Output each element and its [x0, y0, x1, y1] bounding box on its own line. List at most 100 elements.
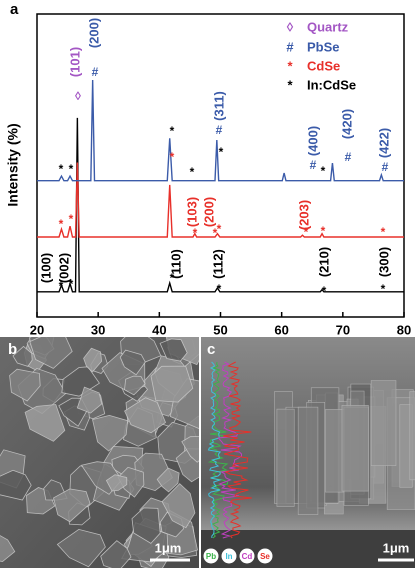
- eds-legend-label: Pb: [206, 552, 216, 561]
- column-grain: [341, 405, 369, 492]
- peak-marker: #: [92, 65, 99, 79]
- grain: [12, 345, 33, 367]
- peak-index: (112): [210, 249, 225, 279]
- peak-marker: *: [381, 225, 386, 239]
- x-tick-label: 30: [91, 322, 105, 337]
- peak-index: (422): [376, 128, 391, 158]
- peak-marker: *: [213, 226, 218, 240]
- peak-marker: #: [382, 160, 389, 174]
- x-tick-label: 40: [152, 322, 166, 337]
- grain: [53, 488, 91, 523]
- x-tick-label: 50: [213, 322, 227, 337]
- xrd-trace: [37, 80, 404, 182]
- peak-index: (311): [211, 91, 226, 121]
- x-tick-label: 20: [30, 322, 44, 337]
- peak-marker: #: [216, 123, 223, 137]
- peak-marker: *: [59, 279, 64, 293]
- eds-legend-dot: [221, 548, 237, 564]
- grain: [29, 337, 73, 369]
- peak-marker: #: [345, 150, 352, 164]
- column-grain: [370, 380, 397, 466]
- legend-symbol: #: [286, 39, 294, 54]
- peak-marker: #: [310, 158, 317, 172]
- eds-line: [222, 361, 252, 539]
- peak-index: (002): [56, 253, 71, 283]
- grain: [0, 469, 32, 501]
- legend-label: PbSe: [307, 39, 340, 54]
- peak-marker: *: [217, 222, 222, 236]
- eds-legend-label: In: [225, 552, 232, 561]
- x-tick-label: 80: [397, 322, 411, 337]
- peak-marker: *: [322, 284, 327, 298]
- peak-marker: *: [69, 162, 74, 176]
- grain: [150, 365, 194, 403]
- grain: [131, 507, 161, 544]
- legend-symbol: *: [287, 58, 293, 73]
- grain: [156, 467, 180, 493]
- peak-index: (200): [201, 197, 216, 227]
- grain: [100, 540, 132, 568]
- x-tick-label: 70: [336, 322, 350, 337]
- grain: [161, 483, 196, 529]
- x-tick-label: 60: [274, 322, 288, 337]
- scale-bar-label: 1μm: [155, 540, 182, 555]
- peak-index: (203): [296, 200, 311, 230]
- peak-index: (100): [38, 253, 53, 283]
- peak-index: (400): [305, 126, 320, 156]
- grain: [159, 338, 188, 362]
- grain: [181, 436, 199, 463]
- peak-marker: *: [59, 162, 64, 176]
- peak-index: (110): [168, 249, 183, 279]
- grain: [24, 404, 66, 442]
- grain: [9, 368, 41, 402]
- legend-symbol: *: [287, 77, 293, 92]
- grain: [0, 535, 16, 563]
- peak-marker: *: [170, 150, 175, 164]
- peak-marker: *: [321, 224, 326, 238]
- legend-label: CdSe: [307, 58, 340, 73]
- peak-marker: *: [59, 217, 64, 231]
- column-grain: [409, 391, 415, 481]
- grain-texture: [0, 337, 199, 568]
- peak-marker: *: [381, 282, 386, 296]
- eds-line: [207, 361, 222, 539]
- xrd-trace: [37, 162, 404, 238]
- xrd-trace: [37, 117, 404, 293]
- grain: [124, 397, 166, 434]
- panel-label: c: [207, 341, 215, 358]
- peak-marker: *: [193, 226, 198, 240]
- peak-index: (420): [339, 109, 354, 139]
- peak-index: (101): [67, 47, 82, 77]
- legend-label: Quartz: [307, 19, 349, 34]
- grain: [119, 349, 146, 376]
- peak-marker: *: [321, 164, 326, 178]
- panel-label: a: [10, 1, 19, 18]
- grain: [83, 347, 103, 373]
- peak-marker: *: [304, 225, 309, 239]
- eds-legend-label: Se: [260, 552, 270, 561]
- eds-profiles: [207, 361, 252, 539]
- grain-texture: [201, 380, 415, 568]
- peak-marker: *: [219, 145, 224, 159]
- eds-legend-label: Cd: [242, 552, 253, 561]
- eds-line: [207, 361, 229, 539]
- peak-index: (300): [376, 247, 391, 277]
- grain: [56, 528, 106, 568]
- legend-label: In:CdSe: [307, 77, 356, 92]
- peak-marker: *: [170, 124, 175, 138]
- eds-line: [217, 361, 242, 539]
- peak-marker: *: [217, 282, 222, 296]
- y-axis-label: Intensity (%): [5, 123, 21, 206]
- peak-index: (210): [316, 247, 331, 277]
- eds-legend-dot: [257, 548, 273, 564]
- peak-marker: ◊: [75, 89, 81, 103]
- panel-label: b: [8, 341, 17, 358]
- peak-marker: *: [69, 212, 74, 226]
- legend-symbol: ◊: [287, 19, 294, 34]
- grain: [92, 414, 129, 452]
- peak-index: (103): [184, 197, 199, 227]
- grain: [76, 386, 103, 414]
- eds-legend-dot: [203, 548, 219, 564]
- peak-marker: *: [69, 277, 74, 291]
